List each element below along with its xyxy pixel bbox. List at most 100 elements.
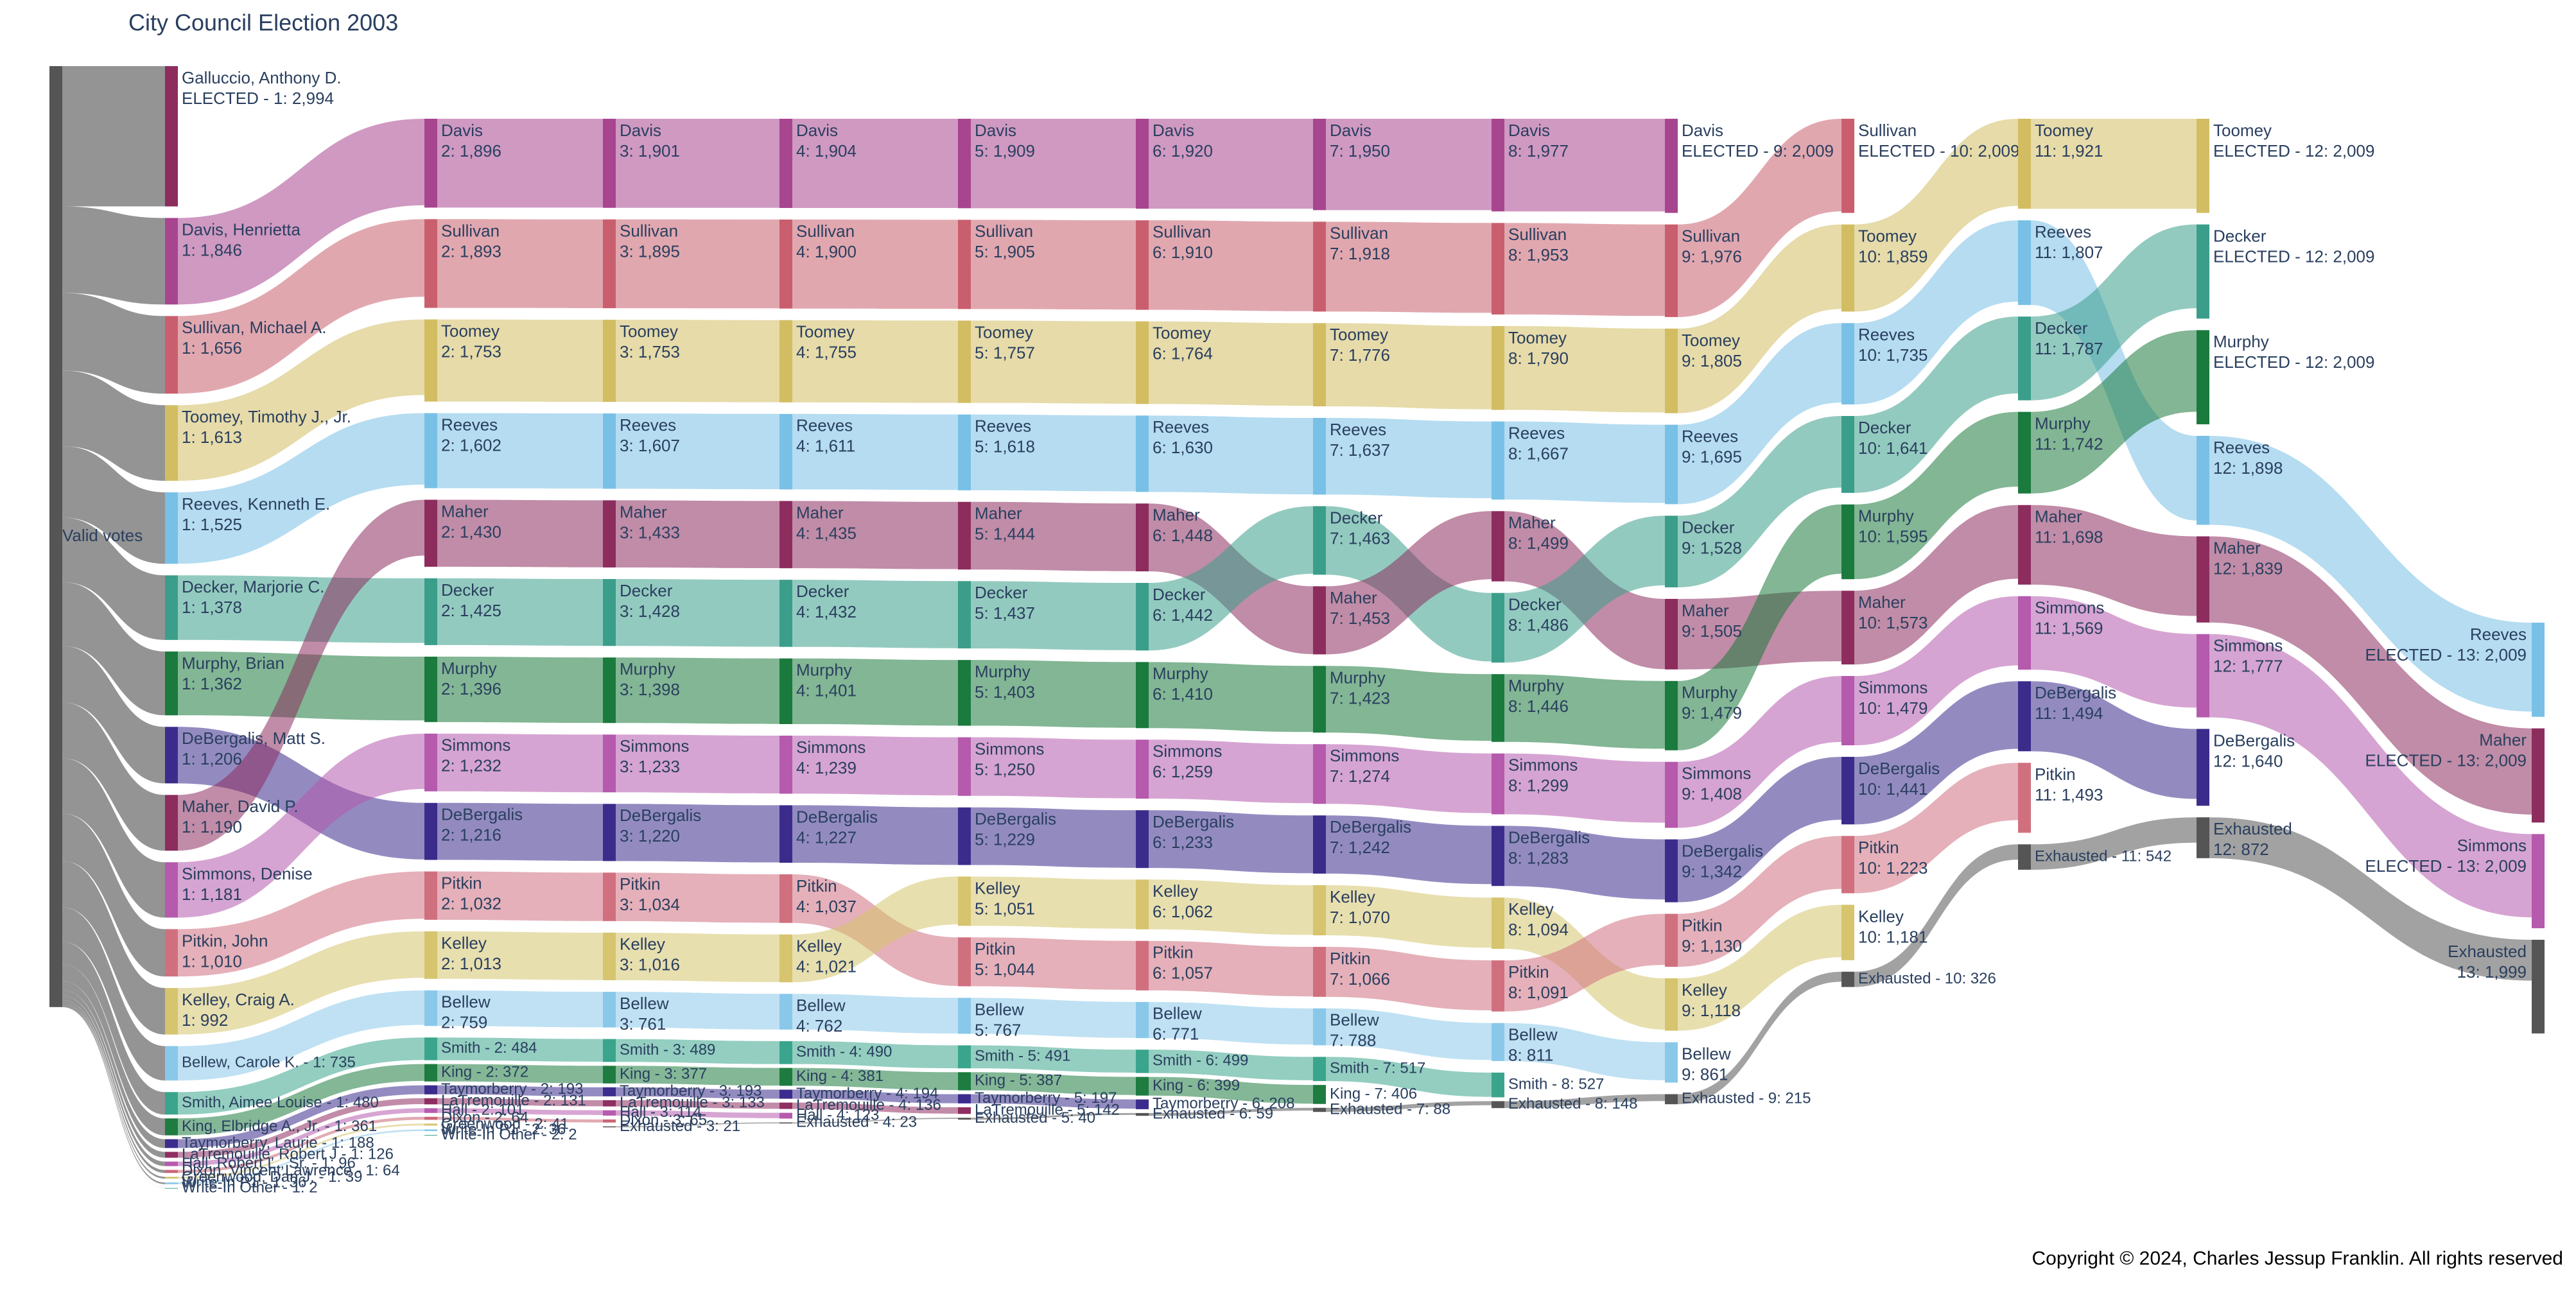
node-value-label: 7: 1,453 bbox=[1330, 609, 1390, 628]
node-value-label: 12: 1,839 bbox=[2213, 558, 2283, 578]
node-value-label: 3: 1,607 bbox=[620, 436, 680, 455]
link bbox=[971, 660, 1136, 728]
node bbox=[2532, 728, 2545, 823]
node-value-label: 10: 1,735 bbox=[1858, 345, 1928, 365]
node bbox=[2018, 316, 2031, 401]
node-name: Murphy bbox=[2035, 413, 2091, 433]
node-name: Decker bbox=[1508, 595, 1562, 614]
node-value-label: 5: 1,909 bbox=[975, 141, 1035, 160]
node-value-label: ELECTED - 10: 2,009 bbox=[1858, 141, 2019, 160]
link bbox=[971, 119, 1136, 209]
node-name: Murphy bbox=[2213, 332, 2269, 351]
node-name: Reeves bbox=[2470, 625, 2527, 644]
node-value-label: 9: 1,976 bbox=[1682, 247, 1742, 266]
node-value-label: 9: 1,479 bbox=[1682, 704, 1742, 723]
node bbox=[958, 1072, 971, 1091]
node-name: Decker bbox=[2213, 227, 2267, 246]
link bbox=[62, 1007, 165, 1188]
node-name: Davis, Henrietta bbox=[182, 220, 300, 239]
link bbox=[1854, 220, 2018, 405]
node-label: Bellew, Carole K. - 1: 735 bbox=[182, 1054, 356, 1071]
link bbox=[1678, 323, 1841, 505]
node bbox=[1313, 586, 1326, 655]
link bbox=[437, 1064, 603, 1084]
link bbox=[437, 1098, 603, 1107]
node bbox=[424, 1098, 437, 1105]
link bbox=[62, 206, 165, 305]
node-name: Sullivan bbox=[1153, 222, 1211, 241]
node bbox=[424, 1135, 437, 1136]
link bbox=[1678, 836, 1841, 967]
node bbox=[958, 807, 971, 865]
node-name: Pitkin, John bbox=[182, 931, 268, 950]
node bbox=[603, 413, 616, 489]
node bbox=[958, 1045, 971, 1069]
node-name: Reeves bbox=[975, 417, 1031, 436]
node-label: LaTremouille, Robert J - 1: 126 bbox=[182, 1145, 394, 1163]
link bbox=[62, 990, 165, 1158]
link bbox=[1149, 740, 1313, 804]
node bbox=[1492, 1101, 1504, 1109]
node bbox=[2197, 634, 2209, 718]
node-value-label: 6: 771 bbox=[1153, 1025, 1199, 1044]
node bbox=[2532, 834, 2545, 928]
node-name: Reeves bbox=[1682, 427, 1738, 446]
link bbox=[2209, 435, 2532, 712]
node bbox=[1313, 1057, 1326, 1082]
link bbox=[792, 1068, 958, 1091]
node-name: Simmons bbox=[1858, 678, 1928, 697]
link bbox=[62, 758, 165, 918]
node-value-label: 6: 1,920 bbox=[1153, 141, 1213, 160]
node bbox=[958, 501, 971, 570]
node-name: Murphy bbox=[1508, 676, 1564, 695]
node bbox=[779, 320, 792, 402]
link bbox=[62, 446, 165, 564]
link bbox=[62, 861, 165, 1035]
node bbox=[779, 658, 792, 724]
node-value-label: 6: 1,062 bbox=[1153, 902, 1213, 921]
node bbox=[1136, 583, 1149, 651]
link bbox=[1504, 223, 1665, 316]
node bbox=[1136, 220, 1149, 310]
node-value-label: 5: 1,905 bbox=[975, 242, 1035, 261]
link bbox=[1504, 515, 1665, 663]
node-name: Kelley bbox=[796, 937, 842, 956]
node bbox=[779, 413, 792, 490]
node-label: LaTremouille - 4: 136 bbox=[796, 1096, 941, 1114]
node-label: Taymorberry - 3: 193 bbox=[620, 1082, 761, 1100]
node bbox=[1492, 511, 1504, 582]
node-name: Maher bbox=[1682, 601, 1729, 620]
link bbox=[616, 578, 779, 647]
link bbox=[62, 702, 165, 851]
node bbox=[779, 119, 792, 208]
node-name: Pitkin bbox=[796, 876, 837, 895]
node-name: Sullivan bbox=[1682, 227, 1740, 246]
node-name: Simmons bbox=[1153, 741, 1222, 761]
node-name: Murphy bbox=[1153, 664, 1208, 683]
node bbox=[424, 1123, 437, 1126]
node-value-label: 10: 1,595 bbox=[1858, 527, 1928, 546]
node-value-label: 13: 1,999 bbox=[2457, 962, 2527, 982]
node bbox=[603, 119, 616, 208]
node-name: DeBergalis bbox=[975, 809, 1056, 829]
node-label: King - 2: 372 bbox=[441, 1063, 528, 1080]
link bbox=[792, 1089, 958, 1103]
node-name: Davis bbox=[1682, 121, 1723, 140]
node-label: Smith - 6: 499 bbox=[1153, 1052, 1248, 1069]
link bbox=[178, 413, 424, 564]
node-name: Murphy, Brian bbox=[182, 653, 284, 673]
node-label: Smith - 5: 491 bbox=[975, 1048, 1070, 1065]
node bbox=[603, 500, 616, 567]
link bbox=[1854, 411, 2018, 580]
node-label: Hall - 2: 101 bbox=[441, 1101, 524, 1118]
node-label: Hall - 3: 114 bbox=[620, 1103, 702, 1121]
node-value-label: 1: 1,010 bbox=[182, 951, 242, 971]
node bbox=[1313, 221, 1326, 312]
node-name: Sullivan bbox=[441, 221, 500, 240]
node-name: Simmons bbox=[1682, 764, 1751, 783]
node bbox=[603, 1126, 616, 1128]
node-value-label: 4: 1,755 bbox=[796, 343, 857, 362]
link bbox=[178, 219, 424, 394]
node-label: Smith - 8: 527 bbox=[1508, 1075, 1604, 1093]
